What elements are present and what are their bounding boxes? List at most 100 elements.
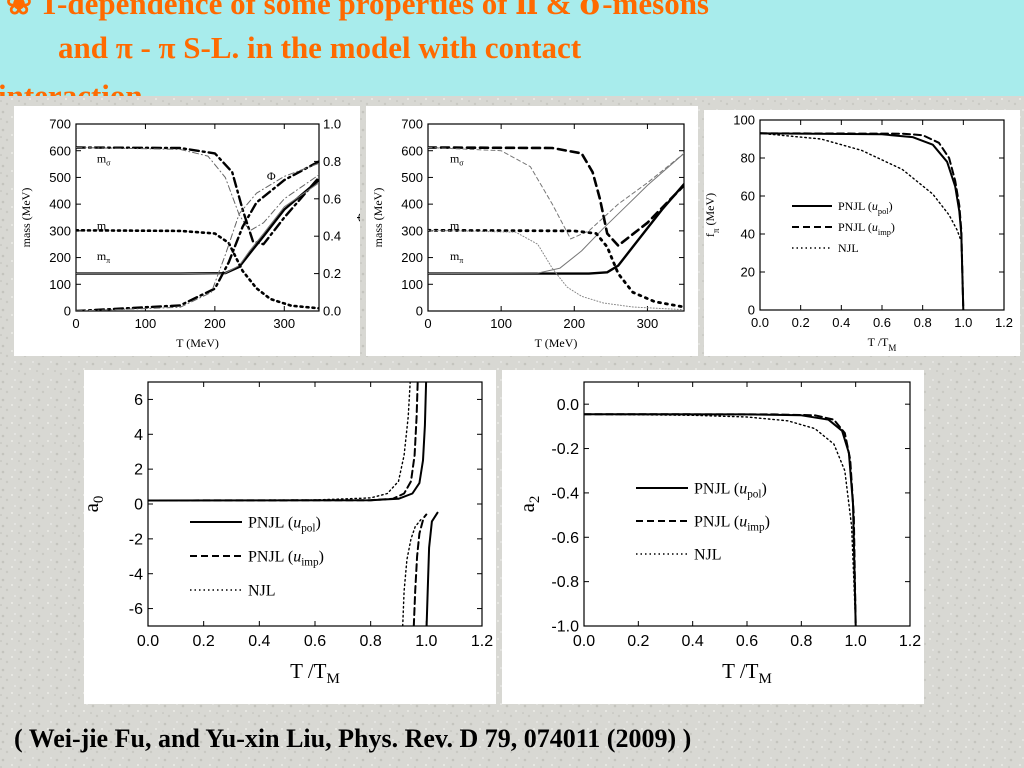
annotation-sub: π [106,256,110,265]
x-tick-label: 0.8 [790,633,812,650]
x-axis-label: T /TM [868,335,897,353]
series-group [428,146,684,311]
annotation-label: m [450,219,460,233]
series-line-5 [76,229,319,310]
y-axis-label-sub: π [711,228,721,233]
y-tick-label: -0.4 [551,486,579,503]
y2-tick-label: 0.6 [323,191,341,206]
legend-italic: u [293,515,301,532]
x-axis-label: T (MeV) [176,336,219,350]
legend-label: NJL [838,241,859,255]
annotation-label: mπ [450,249,463,265]
chart-panel-a2: 0.0 0.2 0.4 0.6 0.8 1.0 1.2 0.0 -0.2 -0.4 -0.6 -0.8… [502,370,924,704]
y2-tick-label: 0.8 [323,154,341,169]
annotation-label: mσ [450,152,464,168]
x-tick-label: 1.0 [845,633,867,650]
y2-tick-label: 1.0 [323,117,341,132]
series-group [584,413,857,626]
y-tick-label: 300 [401,223,423,238]
x-tick-label: 0 [424,316,431,331]
y-tick-label: 200 [49,250,71,265]
annotation-label: Φ [267,169,276,183]
y-axis-label: fπ (MeV) [704,193,721,237]
chart-panel-mass-pnjl-imp: 0 100 200 300 0 100 200 300 400 500 600 700 T (MeV) m… [366,106,698,356]
y-tick-label: -0.6 [551,530,579,547]
legend-close: ) [889,199,893,213]
series-line-6 [402,518,422,626]
x-axis-label-sub: M [759,671,772,687]
legend-label: NJL [248,583,276,600]
x-tick-label: 0.2 [627,633,649,650]
y-axis-label: a2 [515,496,543,513]
x-tick-label: 0.4 [248,633,270,650]
legend-label: PNJL (upol) [694,481,767,501]
legend-close: ) [315,515,320,532]
series-line-5 [148,382,411,502]
x-tick-label: 100 [135,316,157,331]
chart-panel-mass-pnjl: 0 100 200 300 0 100 200 300 400 500 600 700 0.0 0.2 0.… [14,106,360,356]
annotation-label: mπ [97,249,110,265]
title-text-suffix: -mesons [602,0,709,21]
y-axis-label-suffix: (MeV) [704,193,717,229]
x-tick-label: 1.0 [415,633,437,650]
plot-frame [75,123,320,312]
y-tick-label: -1.0 [551,619,579,636]
chart-panel-a0: 0.0 0.2 0.4 0.6 0.8 1.0 1.2 6 4 2 0 -2 -4 -6 T /TM a0 PN… [84,370,496,704]
series-line-3 [148,382,419,502]
y-tick-label: 700 [49,117,71,132]
series-line-2 [425,511,439,626]
y-tick-label: -0.2 [551,441,579,458]
slide-title-line2: and π - π S-L. in the model with contact [58,30,582,65]
x-tick-label: 200 [204,316,226,331]
y-tick-label: 20 [741,265,755,280]
x-tick-label: 0.2 [193,633,215,650]
x-axis-label: T (MeV) [535,336,578,350]
chart-mass-pnjl-imp: 0 100 200 300 0 100 200 300 400 500 600 700 T (MeV) m… [371,117,685,350]
series-group [76,146,319,311]
legend-label: PNJL (upol) [248,515,321,535]
legend-italic: u [872,220,878,234]
y-tick-label: 500 [401,170,423,185]
x-tick-label: 0.2 [792,315,810,330]
y-tick-label: 60 [741,189,755,204]
title-amp: & [538,0,580,21]
series-line-2 [428,147,684,240]
series-line-4 [76,182,319,275]
y-tick-label: -6 [129,601,143,618]
y-tick-label: 100 [733,113,755,128]
title-pi: π [515,0,539,22]
y2-tick-label: 0.0 [323,304,341,319]
x-tick-label: 1.0 [954,315,972,330]
annotation-sub: π [459,256,463,265]
x-axis-label-sub: M [327,671,340,687]
annotation-sub: σ [459,159,464,168]
legend-label: PNJL (uimp) [694,514,770,534]
legend-label: PNJL (uimp) [248,549,324,569]
annotation-label: mσ [97,152,111,168]
series-line-1 [76,146,319,246]
series-line-3 [76,178,319,275]
legend-italic: u [739,514,747,531]
y-tick-label: 100 [49,277,71,292]
series-line-3 [584,413,857,626]
y2-tick-label: 0.2 [323,266,341,281]
y-tick-label: 600 [401,143,423,158]
title-text-prefix: T-dependence of some properties of [39,0,516,21]
series-line-3 [760,132,964,310]
legend-sub: pol [878,207,889,216]
annotation-label: m [97,219,107,233]
legend-italic: u [293,549,301,566]
x-tick-label: 0.8 [360,633,382,650]
plot-frame [427,123,685,312]
y-tick-label: 2 [134,462,143,479]
slide-title-line1: ❀ T-dependence of some properties of π &… [6,0,709,22]
x-tick-label: 1.2 [899,633,921,650]
y-axis-label: mass (MeV) [19,188,33,248]
y-axis-label: a0 [84,496,107,513]
y-tick-label: 0 [64,304,71,319]
x-tick-label: 0.6 [736,633,758,650]
legend-sub: pol [301,523,315,535]
legend-sub: imp [301,557,319,569]
y2-tick-label: 0.4 [323,229,341,244]
series-line-7 [76,162,319,311]
